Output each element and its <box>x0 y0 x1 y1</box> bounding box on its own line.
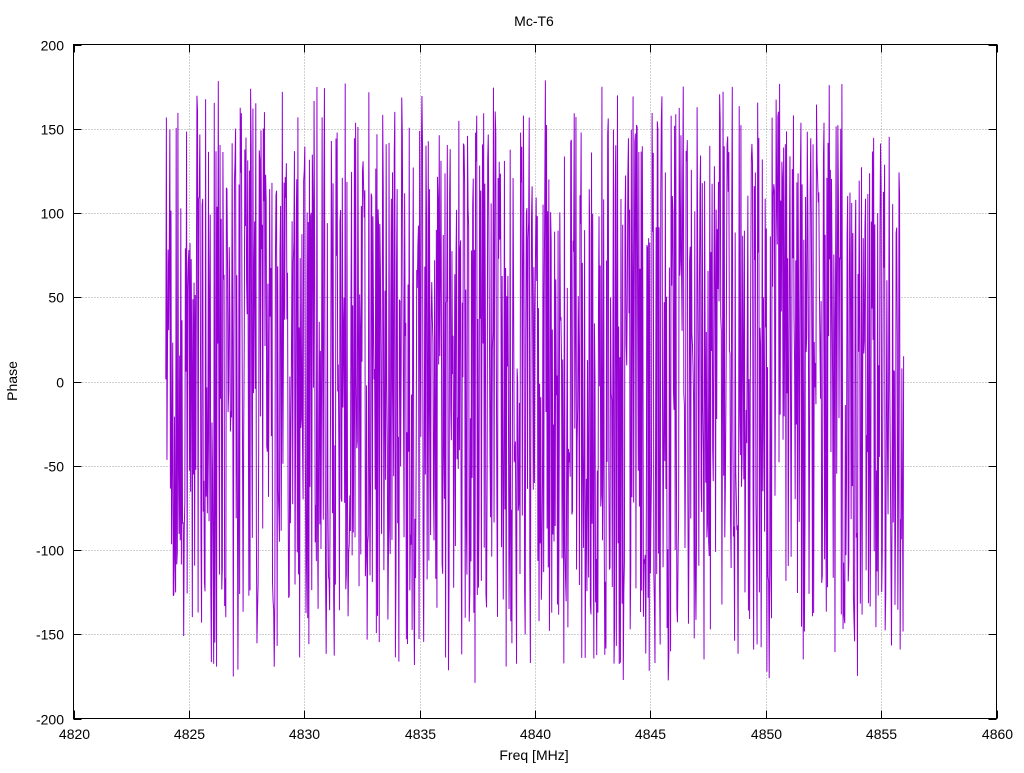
x-tick-label: 4850 <box>751 726 782 742</box>
x-tick-label: 4830 <box>289 726 320 742</box>
x-tick-labels: 4820 4825 4830 4835 4840 4845 4850 4855 4860 <box>59 726 1013 742</box>
tick-marks <box>73 44 998 720</box>
series-layer <box>165 80 905 683</box>
y-tick-label: 100 <box>41 206 65 222</box>
y-tick-label: 0 <box>56 375 64 391</box>
y-tick-labels: -200 -150 -100 -50 0 50 100 150 200 <box>36 38 64 728</box>
y-tick-label: 200 <box>41 38 65 54</box>
x-tick-label: 4860 <box>982 726 1013 742</box>
x-tick-label: 4840 <box>520 726 551 742</box>
y-axis-label: Phase <box>4 361 20 401</box>
y-tick-label: -50 <box>44 459 64 475</box>
y-tick-label: -200 <box>36 712 64 728</box>
x-tick-label: 4835 <box>405 726 436 742</box>
x-tick-label: 4855 <box>866 726 897 742</box>
x-tick-label: 4820 <box>59 726 90 742</box>
y-tick-label: 50 <box>48 290 64 306</box>
x-tick-label: 4845 <box>635 726 666 742</box>
y-tick-label: -100 <box>36 543 64 559</box>
x-tick-label: 4825 <box>174 726 205 742</box>
chart-title: Mc-T6 <box>514 13 554 29</box>
y-tick-label: 150 <box>41 122 65 138</box>
y-tick-label: -150 <box>36 627 64 643</box>
series-line <box>165 80 905 683</box>
x-axis-label: Freq [MHz] <box>499 747 568 763</box>
